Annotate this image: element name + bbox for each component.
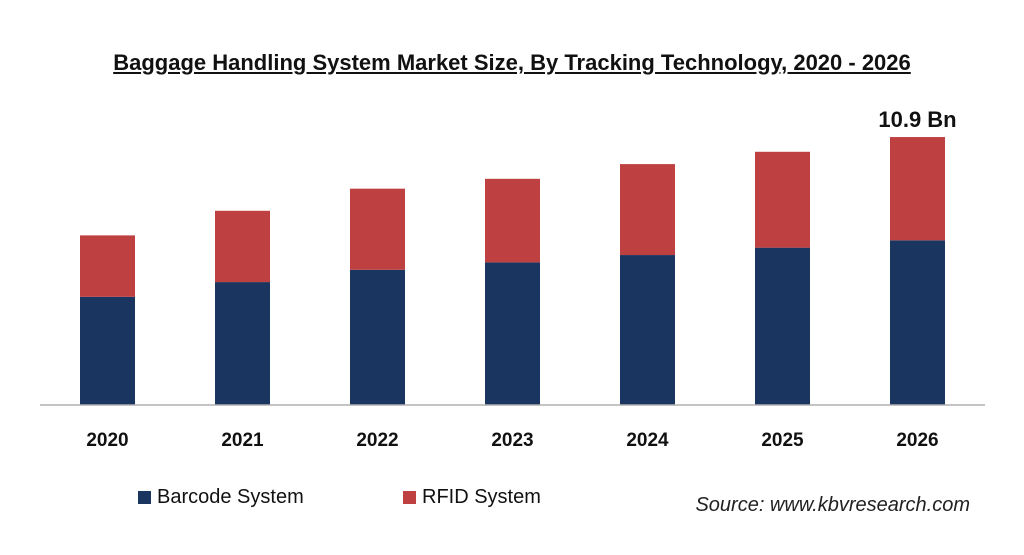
x-tick-label-2025: 2025 [761,430,804,451]
bar-barcode-2021 [215,282,270,405]
bar-barcode-2024 [620,255,675,405]
bar-barcode-2025 [755,247,810,405]
bar-rfid-2026 [890,137,945,241]
annotations: 10.9 Bn [878,107,956,132]
x-tick-label-2024: 2024 [626,430,669,451]
legend-swatch-rfid [403,491,416,504]
x-tick-labels: 2020 2021 2022 2023 2024 2025 2026 [86,430,938,451]
bar-rfid-2024 [620,164,675,256]
bar-barcode-2026 [890,240,945,405]
bar-barcode-2022 [350,269,405,405]
total-label-2026: 10.9 Bn [878,107,956,132]
bars-group [80,137,945,405]
bar-barcode-2020 [80,296,135,405]
chart-title: Baggage Handling System Market Size, By … [113,50,911,75]
bar-rfid-2022 [350,188,405,270]
x-tick-label-2022: 2022 [356,430,398,451]
bar-rfid-2021 [215,210,270,283]
x-tick-label-2023: 2023 [491,430,533,451]
x-tick-label-2026: 2026 [896,430,938,451]
legend-item-barcode: Barcode System [138,486,304,509]
x-tick-label-2021: 2021 [221,430,264,451]
bar-rfid-2025 [755,151,810,248]
legend-item-rfid: RFID System [403,486,541,509]
legend-label-barcode: Barcode System [157,486,304,508]
legend-label-rfid: RFID System [422,486,541,508]
bar-rfid-2020 [80,235,135,297]
legend-swatch-barcode [138,491,151,504]
bar-rfid-2023 [485,178,540,263]
x-tick-label-2020: 2020 [86,430,128,451]
source-note: Source: www.kbvresearch.com [695,494,970,516]
bar-barcode-2023 [485,262,540,405]
